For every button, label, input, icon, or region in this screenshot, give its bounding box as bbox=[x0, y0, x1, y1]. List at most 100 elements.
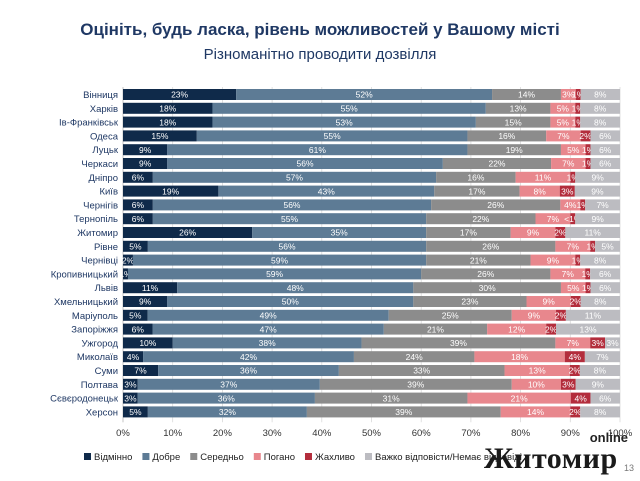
bar-segment bbox=[212, 102, 486, 114]
data-label: 3% bbox=[124, 380, 137, 390]
data-label: 1% bbox=[577, 200, 590, 210]
data-label: 5% bbox=[557, 104, 570, 114]
bar-segment bbox=[564, 351, 585, 363]
data-label: 2% bbox=[570, 297, 583, 307]
data-label: 4% bbox=[564, 200, 577, 210]
data-label: 13% bbox=[510, 104, 527, 114]
bar-segment bbox=[590, 268, 620, 280]
bar-segment bbox=[123, 144, 168, 156]
bar-segment bbox=[123, 199, 153, 211]
bar-segment bbox=[137, 392, 315, 404]
bar-segment bbox=[123, 337, 173, 349]
data-label: 1% bbox=[119, 269, 132, 279]
bar-segment bbox=[510, 227, 556, 238]
data-label: 38% bbox=[259, 338, 276, 348]
data-label: 6% bbox=[132, 214, 145, 224]
bar-segment bbox=[504, 365, 570, 376]
data-label: 8% bbox=[594, 255, 607, 265]
bar-segment bbox=[585, 282, 591, 294]
data-label: 8% bbox=[534, 186, 547, 196]
data-label: 21% bbox=[511, 393, 528, 403]
data-label: 10% bbox=[139, 338, 156, 348]
bar-segment bbox=[595, 240, 620, 252]
bar-segment bbox=[500, 406, 571, 418]
bar-segment bbox=[123, 116, 213, 128]
bar-segment bbox=[167, 158, 443, 169]
x-tick-label: 70% bbox=[461, 428, 481, 439]
data-label: 31% bbox=[383, 393, 400, 403]
data-label: 1% bbox=[572, 255, 585, 265]
bar-segment bbox=[132, 254, 427, 266]
x-tick-label: 30% bbox=[263, 428, 283, 439]
bar-segment bbox=[123, 323, 153, 335]
data-label: 55% bbox=[324, 131, 341, 141]
data-label: 22% bbox=[488, 159, 505, 169]
bar-segment bbox=[515, 171, 571, 183]
data-label: <1% bbox=[564, 214, 582, 224]
bar-segment bbox=[123, 268, 128, 280]
data-label: 9% bbox=[139, 297, 152, 307]
bar-segment bbox=[388, 309, 512, 321]
data-label: 7% bbox=[567, 338, 580, 348]
data-label: 16% bbox=[498, 131, 515, 141]
bar-segment bbox=[555, 227, 566, 238]
category-label: Вінниця bbox=[83, 90, 118, 101]
bar-segment bbox=[431, 199, 561, 211]
data-label: 2% bbox=[555, 311, 568, 321]
bar-segment bbox=[426, 227, 511, 238]
data-label: 59% bbox=[271, 255, 288, 265]
category-label: Сєвєродонецьк bbox=[50, 394, 119, 405]
data-label: 35% bbox=[331, 228, 348, 238]
bar-segment bbox=[167, 296, 414, 307]
data-label: 6% bbox=[132, 324, 145, 334]
data-label: 39% bbox=[450, 338, 467, 348]
bar-segment bbox=[152, 171, 437, 183]
bar-segment bbox=[218, 185, 435, 197]
legend-label: Важко відповісти/Немає відповіді bbox=[375, 452, 522, 463]
bar-segment bbox=[556, 309, 566, 321]
category-label: Ужгород bbox=[81, 338, 118, 349]
data-label: 2% bbox=[554, 228, 567, 238]
data-label: 9% bbox=[591, 186, 604, 196]
data-label: 7% bbox=[562, 269, 575, 279]
bar-segment bbox=[123, 89, 237, 100]
data-label: 4% bbox=[574, 393, 587, 403]
bar-segment bbox=[383, 323, 488, 335]
bar-segment bbox=[565, 309, 620, 321]
data-label: 18% bbox=[159, 104, 176, 114]
data-label: 1% bbox=[582, 283, 595, 293]
bar-segment bbox=[123, 158, 168, 169]
chart-title: Оцініть, будь ласка, рівень можливостей … bbox=[80, 20, 560, 39]
bar-segment bbox=[585, 158, 591, 169]
bar-segment bbox=[570, 406, 581, 418]
bar-segment bbox=[575, 102, 581, 114]
x-axis-ticks: 0% 10% 20% 30% 40% 50% 60% 70% 80% 90% 100% bbox=[116, 428, 633, 439]
data-label: 56% bbox=[283, 200, 300, 210]
bar-segment bbox=[426, 213, 536, 225]
legend-label: Жахливо bbox=[315, 452, 355, 463]
category-label: Житомир bbox=[77, 228, 118, 239]
bar-segment bbox=[467, 130, 547, 142]
data-label: 57% bbox=[286, 173, 303, 183]
bar-segment bbox=[361, 337, 556, 349]
data-label: 9% bbox=[591, 173, 604, 183]
chart-subtitle: Різноманітно проводити дозвілля bbox=[203, 46, 437, 63]
category-label: Рівне bbox=[94, 242, 118, 253]
data-label: 5% bbox=[129, 242, 142, 252]
bar-segment bbox=[127, 268, 422, 280]
bar-segment bbox=[555, 240, 591, 252]
bar-segment bbox=[575, 171, 620, 183]
data-label: 14% bbox=[518, 90, 535, 100]
legend-swatch bbox=[142, 453, 150, 460]
bar-segment bbox=[585, 268, 591, 280]
data-label: 3% bbox=[124, 393, 137, 403]
data-label: 32% bbox=[219, 407, 236, 417]
bar-segment bbox=[569, 365, 580, 376]
bar-segment bbox=[492, 89, 561, 100]
bar-segment bbox=[436, 171, 516, 183]
data-label: 7% bbox=[562, 159, 575, 169]
data-label: 8% bbox=[594, 297, 607, 307]
data-label: 2% bbox=[569, 407, 582, 417]
data-label: 7% bbox=[547, 214, 560, 224]
